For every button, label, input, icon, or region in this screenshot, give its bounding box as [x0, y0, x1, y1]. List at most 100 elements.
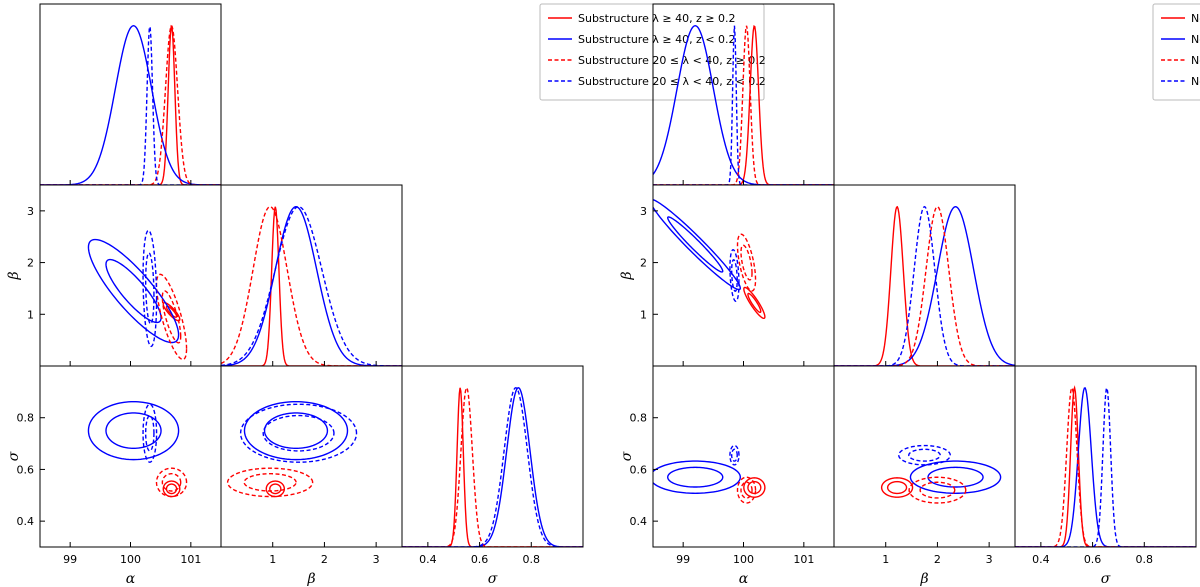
contour-outer-series-3: [908, 476, 967, 504]
cell-frame: [39, 3, 222, 186]
cell-sigma-vs-beta: 1 2 3: [833, 365, 1016, 566]
legend-box: [539, 3, 765, 101]
x-tick-label: 0.6: [1084, 553, 1102, 566]
contour-inner-series-4: [144, 414, 155, 452]
cell-sigma-vs-sigma: 0.4 0.6 0.8: [401, 365, 584, 566]
x-tick-label: 99: [676, 553, 690, 566]
marginal-curve-beta-series-4: [834, 205, 1015, 366]
contour-outer-series-4: [729, 444, 740, 466]
cell-plot-area: [653, 198, 766, 320]
contour-outer-series-2: [653, 460, 742, 494]
cell-beta-vs-beta: [220, 184, 403, 367]
cell-plot-area: [653, 444, 766, 504]
legend-label-3: No-substructure 20 ≤ λ < 40, z ≥ 0.2: [1191, 54, 1200, 67]
cell-frame: [220, 365, 403, 548]
cell-beta-vs-alpha: 1 2 3: [27, 184, 222, 367]
cell-frame: [1014, 365, 1197, 548]
contour-outer-series-4: [239, 403, 358, 463]
legend-label-2: Substructure λ ≥ 40, z < 0.2: [578, 33, 736, 46]
legend-label-1: Substructure λ ≥ 40, z ≥ 0.2: [578, 12, 736, 25]
cell-plot-area: [221, 206, 402, 366]
cell-beta-vs-alpha: 1 2 3: [640, 184, 835, 367]
cell-plot-area: [87, 229, 188, 361]
contour-inner-series-4: [262, 414, 335, 452]
marginal-curve-sigma-series-3: [1015, 387, 1196, 547]
contour-outer-series-1: [880, 477, 914, 498]
x-tick-label: 1: [882, 553, 889, 566]
y-tick-label: 3: [27, 205, 34, 218]
y-tick-label: 2: [640, 257, 647, 270]
legend: Substructure λ ≥ 40, z ≥ 0.2 Substructure…: [539, 3, 766, 101]
corner-panel-left: 1 2 3 99 100 101 0.4 0.6 0.8 1 2 3 0.4 0.6 0.8 α β σ β σ Sub…: [6, 3, 766, 587]
cell-frame: [833, 184, 1016, 367]
marginal-curve-sigma-series-1: [1015, 385, 1196, 547]
contour-inner-series-3: [740, 244, 753, 281]
contour-outer-series-2: [653, 198, 742, 291]
contour-inner-series-2: [927, 466, 984, 488]
contour-inner-series-3: [243, 473, 297, 492]
cell-frame: [833, 365, 1016, 548]
y-axis-label-beta: β: [619, 271, 635, 280]
marginal-curve-alpha-series-4: [40, 24, 221, 185]
y-axis-label-beta: β: [6, 271, 22, 280]
contour-outer-series-3: [226, 467, 314, 498]
contour-inner-series-4: [908, 448, 941, 462]
contour-outer-series-4: [142, 229, 158, 348]
x-tick-label: 101: [793, 553, 814, 566]
marginal-curve-sigma-series-4: [402, 386, 583, 547]
contour-inner-series-3: [161, 473, 182, 492]
y-tick-label: 3: [640, 205, 647, 218]
cell-beta-vs-beta: [833, 184, 1016, 367]
contour-outer-series-1: [162, 301, 181, 322]
contour-inner-series-2: [263, 412, 329, 450]
contour-inner-series-4: [731, 448, 738, 462]
legend: No-substructure λ ≥ 40, z ≥ 0.2 No-substr…: [1152, 3, 1200, 101]
cell-frame: [401, 365, 584, 548]
x-tick-label: 100: [733, 553, 754, 566]
marginal-curve-alpha-series-3: [40, 25, 221, 185]
cell-sigma-vs-beta: 1 2 3: [220, 365, 403, 566]
contour-outer-series-3: [736, 233, 757, 292]
cell-frame: [652, 365, 835, 548]
marginal-curve-sigma-series-2: [1015, 387, 1196, 547]
contour-inner-series-3: [740, 481, 753, 499]
y-tick-label: 1: [640, 308, 647, 321]
contour-outer-series-2: [87, 400, 180, 461]
x-axis-label-beta: β: [919, 571, 928, 587]
contour-inner-series-1: [269, 483, 282, 495]
cell-sigma-vs-alpha: 99 100 101 0.4 0.6 0.8: [630, 365, 835, 566]
contour-inner-series-1: [165, 483, 178, 495]
x-tick-label: 100: [120, 553, 141, 566]
marginal-curve-alpha-series-1: [40, 24, 221, 185]
contour-inner-series-2: [667, 216, 724, 273]
x-axis-label-beta: β: [306, 571, 315, 587]
cell-frame: [39, 184, 222, 367]
contour-outer-series-3: [155, 467, 188, 498]
x-tick-label: 99: [63, 553, 77, 566]
contour-outer-series-1: [743, 477, 766, 498]
corner-panel-right: 1 2 3 99 100 101 0.4 0.6 0.8 1 2 3 0.4 0.6 0.8 α β σ β σ No-…: [619, 3, 1200, 587]
contour-outer-series-4: [729, 249, 740, 302]
contour-outer-series-2: [909, 460, 1002, 494]
cell-alpha-vs-alpha: [39, 3, 222, 186]
cell-sigma-vs-sigma: 0.4 0.6 0.8: [1014, 365, 1197, 566]
cell-sigma-vs-alpha: 99 100 101 0.4 0.6 0.8: [17, 365, 222, 566]
x-tick-label: 101: [180, 553, 201, 566]
contour-inner-series-1: [747, 480, 762, 495]
x-tick-label: 0.8: [523, 553, 541, 566]
cell-plot-area: [1015, 385, 1196, 547]
cell-frame: [652, 184, 835, 367]
x-tick-label: 2: [321, 553, 328, 566]
contour-outer-series-4: [898, 444, 951, 466]
y-tick-label: 1: [27, 308, 34, 321]
contour-inner-series-4: [144, 252, 155, 325]
x-tick-label: 0.6: [471, 553, 489, 566]
contour-outer-series-1: [743, 286, 766, 320]
cell-plot-area: [402, 386, 583, 547]
marginal-curve-sigma-series-2: [402, 387, 583, 547]
contour-inner-series-4: [731, 259, 738, 292]
contour-inner-series-1: [886, 480, 908, 495]
legend-label-4: Substructure 20 ≤ λ < 40, z < 0.2: [578, 75, 766, 88]
y-tick-label: 0.6: [630, 463, 648, 476]
